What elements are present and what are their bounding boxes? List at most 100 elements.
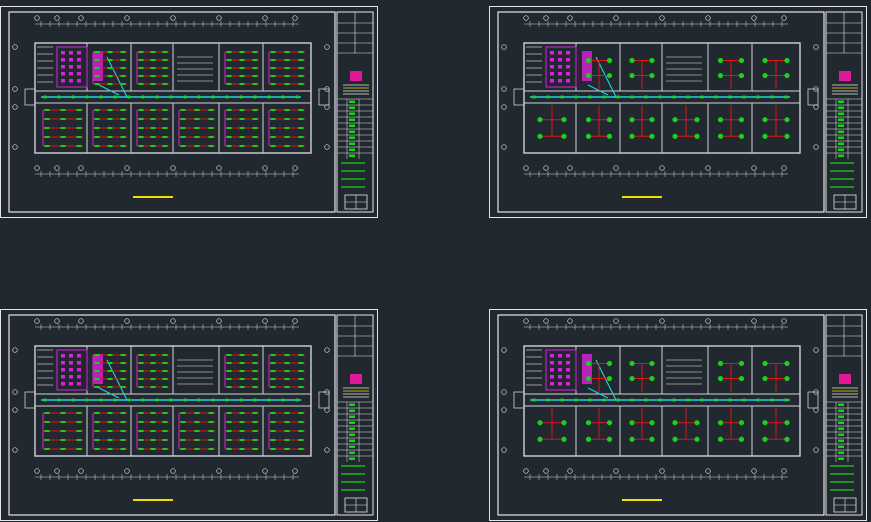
- grid-bubble: [813, 347, 819, 353]
- light-fixture: [270, 109, 276, 111]
- light-fixture: [76, 145, 82, 147]
- grid-bubble: [705, 318, 711, 324]
- corridor-light: [560, 95, 564, 99]
- corridor-light: [784, 95, 788, 99]
- company-logo: [839, 374, 851, 384]
- light-fixture: [270, 354, 276, 356]
- inner-frame: [8, 314, 336, 516]
- light-fixture: [194, 439, 200, 441]
- light-fixture: [94, 430, 100, 432]
- grid-bubble: [34, 468, 40, 474]
- light-fixture: [284, 439, 290, 441]
- light-fixture: [138, 118, 144, 120]
- light-fixture: [252, 145, 258, 147]
- light-fixture: [107, 412, 113, 414]
- light-fixture: [270, 386, 276, 388]
- title-table-cell: [349, 439, 355, 442]
- title-table-cell: [349, 445, 355, 448]
- corridor-light: [71, 95, 75, 99]
- light-fixture: [150, 378, 156, 380]
- light-fixture: [94, 118, 100, 120]
- drawing-sheet-bottom-left[interactable]: [0, 309, 378, 521]
- corridor-light: [197, 398, 201, 402]
- grid-bubble: [54, 15, 60, 21]
- sanitary-fixture: [558, 51, 562, 55]
- light-fixture: [76, 421, 82, 423]
- grid-bubble: [523, 15, 529, 21]
- corridor-light: [616, 398, 620, 402]
- light-fixture: [298, 83, 304, 85]
- corridor-light: [169, 95, 173, 99]
- corridor-light: [43, 95, 47, 99]
- light-fixture: [252, 439, 258, 441]
- light-fixture: [120, 136, 126, 138]
- corridor-light: [574, 398, 578, 402]
- corridor-light: [225, 398, 229, 402]
- grid-bubble: [659, 165, 665, 171]
- corridor-light: [672, 95, 676, 99]
- light-fixture: [239, 412, 245, 414]
- title-table-cell: [349, 130, 355, 133]
- light-fixture: [252, 109, 258, 111]
- ceiling-light: [762, 133, 768, 139]
- light-fixture: [284, 421, 290, 423]
- light-fixture: [298, 439, 304, 441]
- ceiling-light: [762, 375, 768, 382]
- entrance-steps: [807, 391, 819, 409]
- drawing-sheet-top-left[interactable]: [0, 6, 378, 218]
- ceiling-light: [537, 133, 543, 139]
- grid-bubble: [54, 165, 60, 171]
- light-fixture: [252, 412, 258, 414]
- light-fixture: [270, 378, 276, 380]
- light-fixture: [208, 412, 214, 414]
- title-table-cell: [838, 415, 844, 418]
- drawing-sheet-bottom-right[interactable]: [489, 309, 867, 521]
- drawing-sheet-top-right[interactable]: [489, 6, 867, 218]
- sanitary-fixture: [69, 79, 73, 83]
- corridor-light: [197, 95, 201, 99]
- corridor-light: [756, 95, 760, 99]
- sanitary-fixture: [550, 361, 554, 365]
- grid-bubble: [216, 318, 222, 324]
- sanitary-fixture: [558, 58, 562, 62]
- title-table-cell: [349, 112, 355, 115]
- sanitary-fixture: [550, 354, 554, 358]
- light-fixture: [194, 145, 200, 147]
- distribution-panel: [582, 354, 592, 384]
- light-fixture: [239, 448, 245, 450]
- light-fixture: [150, 67, 156, 69]
- light-fixture: [107, 145, 113, 147]
- ceiling-light: [585, 420, 592, 426]
- ceiling-light: [585, 375, 592, 382]
- light-fixture: [270, 448, 276, 450]
- light-fixture: [180, 127, 186, 129]
- grid-bubble: [813, 144, 819, 150]
- sanitary-fixture: [61, 51, 65, 55]
- ceiling-light: [606, 57, 613, 64]
- light-fixture: [94, 354, 100, 356]
- light-fixture: [150, 386, 156, 388]
- light-fixture: [208, 127, 214, 129]
- light-fixture: [94, 386, 100, 388]
- light-fixture: [270, 421, 276, 423]
- corridor-light: [644, 398, 648, 402]
- grid-bubble: [34, 15, 40, 21]
- sanitary-fixture: [69, 368, 73, 372]
- light-fixture: [239, 118, 245, 120]
- light-fixture: [138, 109, 144, 111]
- ceiling-light: [717, 420, 724, 426]
- light-fixture: [44, 439, 50, 441]
- sanitary-fixture: [69, 58, 73, 62]
- corridor-light: [155, 398, 159, 402]
- light-fixture: [138, 439, 144, 441]
- sanitary-fixture: [69, 51, 73, 55]
- ceiling-light: [672, 420, 678, 426]
- sanitary-fixture: [550, 382, 554, 386]
- ceiling-light: [784, 133, 790, 139]
- light-fixture: [138, 412, 144, 414]
- ceiling-light: [784, 360, 790, 367]
- corridor-light: [57, 398, 61, 402]
- light-fixture: [120, 75, 126, 77]
- light-fixture: [298, 127, 304, 129]
- light-fixture: [76, 430, 82, 432]
